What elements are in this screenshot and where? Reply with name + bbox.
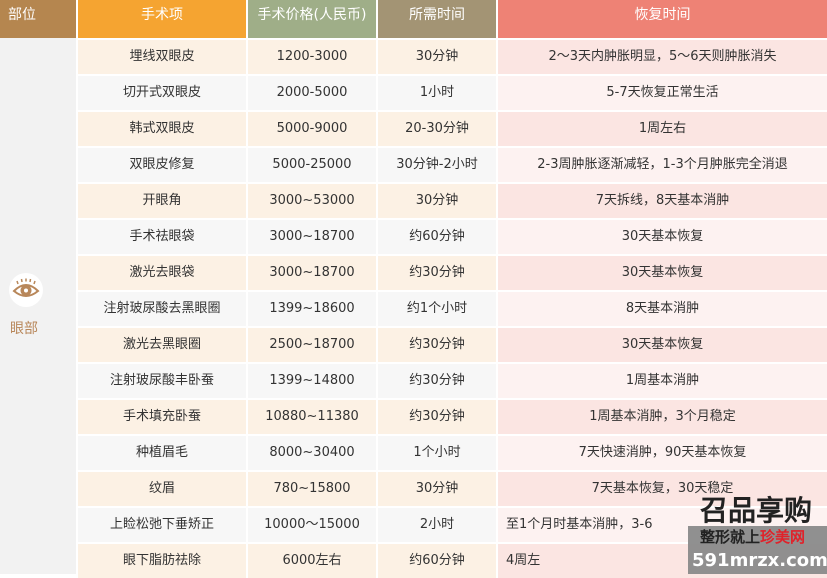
table-row: 埋线双眼皮 1200-3000 30分钟 2～3天内肿胀明显，5～6天则肿胀消失 xyxy=(78,38,827,74)
cell-duration: 30分钟 xyxy=(378,184,496,218)
cell-recovery: 30天基本恢复 xyxy=(498,256,827,290)
table-row: 手术祛眼袋 3000~18700 约60分钟 30天基本恢复 xyxy=(78,218,827,254)
cell-duration: 30分钟 xyxy=(378,472,496,506)
cell-duration: 2小时 xyxy=(378,508,496,542)
category-label: 眼部 xyxy=(10,321,38,337)
table-row: 上睑松弛下垂矫正 10000～15000 2小时 至1个月时基本消肿，3-6 xyxy=(78,506,827,542)
header-item: 手术项 xyxy=(78,0,246,38)
cell-price: 8000~30400 xyxy=(248,436,376,470)
table-row: 双眼皮修复 5000-25000 30分钟-2小时 2-3周肿胀逐渐减轻，1-3个月肿… xyxy=(78,146,827,182)
cell-duration: 1小时 xyxy=(378,76,496,110)
table-row: 手术填充卧蚕 10880~11380 约30分钟 1周基本消肿，3个月稳定 xyxy=(78,398,827,434)
header-part: 部位 xyxy=(0,0,76,38)
cell-recovery: 1周基本消肿，3个月稳定 xyxy=(498,400,827,434)
table-row: 激光去黑眼圈 2500~18700 约30分钟 30天基本恢复 xyxy=(78,326,827,362)
cell-price: 780~15800 xyxy=(248,472,376,506)
cell-recovery: 30天基本恢复 xyxy=(498,220,827,254)
watermark-slogan-text: 整形就上 xyxy=(700,528,761,546)
cell-recovery: 1周基本消肿 xyxy=(498,364,827,398)
watermark-brand: 珍美网 xyxy=(760,528,806,546)
cell-recovery: 2～3天内肿胀明显，5～6天则肿胀消失 xyxy=(498,40,827,74)
cell-price: 3000~53000 xyxy=(248,184,376,218)
table-row: 激光去眼袋 3000~18700 约30分钟 30天基本恢复 xyxy=(78,254,827,290)
table-row: 切开式双眼皮 2000-5000 1小时 5-7天恢复正常生活 xyxy=(78,74,827,110)
cell-price: 1399~18600 xyxy=(248,292,376,326)
header-price: 手术价格(人民币) xyxy=(248,0,376,38)
cell-item-name: 种植眉毛 xyxy=(78,436,246,470)
cell-item-name: 切开式双眼皮 xyxy=(78,76,246,110)
cell-price: 6000左右 xyxy=(248,544,376,578)
cell-duration: 约1个小时 xyxy=(378,292,496,326)
cell-price: 5000-9000 xyxy=(248,112,376,146)
cell-recovery: 7天拆线，8天基本消肿 xyxy=(498,184,827,218)
cell-item-name: 双眼皮修复 xyxy=(78,148,246,182)
cell-price: 2500~18700 xyxy=(248,328,376,362)
cell-item-name: 韩式双眼皮 xyxy=(78,112,246,146)
watermark-url: 591mrzx.com xyxy=(692,550,827,571)
cell-recovery: 5-7天恢复正常生活 xyxy=(498,76,827,110)
cell-price: 10000～15000 xyxy=(248,508,376,542)
table-header: 部位 手术项 手术价格(人民币) 所需时间 恢复时间 xyxy=(0,0,827,38)
cell-item-name: 手术祛眼袋 xyxy=(78,220,246,254)
cell-price: 2000-5000 xyxy=(248,76,376,110)
cell-item-name: 手术填充卧蚕 xyxy=(78,400,246,434)
cell-recovery: 30天基本恢复 xyxy=(498,328,827,362)
cell-price: 1399~14800 xyxy=(248,364,376,398)
table-row: 注射玻尿酸丰卧蚕 1399~14800 约30分钟 1周基本消肿 xyxy=(78,362,827,398)
cell-item-name: 埋线双眼皮 xyxy=(78,40,246,74)
cell-item-name: 激光去黑眼圈 xyxy=(78,328,246,362)
cell-duration: 约30分钟 xyxy=(378,364,496,398)
cell-duration: 约30分钟 xyxy=(378,400,496,434)
cell-duration: 30分钟-2小时 xyxy=(378,148,496,182)
cell-duration: 约60分钟 xyxy=(378,220,496,254)
header-duration: 所需时间 xyxy=(378,0,496,38)
eye-icon xyxy=(9,273,43,307)
cell-recovery: 2-3周肿胀逐渐减轻，1-3个月肿胀完全消退 xyxy=(498,148,827,182)
cell-recovery: 7天基本恢复，30天稳定 xyxy=(498,472,827,506)
table-row: 纹眉 780~15800 30分钟 7天基本恢复，30天稳定 xyxy=(78,470,827,506)
cell-price: 1200-3000 xyxy=(248,40,376,74)
cell-item-name: 纹眉 xyxy=(78,472,246,506)
cell-price: 3000~18700 xyxy=(248,220,376,254)
cell-recovery: 1周左右 xyxy=(498,112,827,146)
cell-recovery: 8天基本消肿 xyxy=(498,292,827,326)
watermark-logo: 召品享购 xyxy=(700,494,813,527)
cell-duration: 30分钟 xyxy=(378,40,496,74)
table-row: 种植眉毛 8000~30400 1个小时 7天快速消肿，90天基本恢复 xyxy=(78,434,827,470)
watermark-bg xyxy=(688,526,827,574)
cell-item-name: 注射玻尿酸丰卧蚕 xyxy=(78,364,246,398)
cell-item-name: 开眼角 xyxy=(78,184,246,218)
cell-duration: 20-30分钟 xyxy=(378,112,496,146)
cell-item-name: 激光去眼袋 xyxy=(78,256,246,290)
category-cell: 眼部 xyxy=(0,38,76,574)
table-body: 埋线双眼皮 1200-3000 30分钟 2～3天内肿胀明显，5～6天则肿胀消失 切开式… xyxy=(78,38,827,578)
cell-item-name: 上睑松弛下垂矫正 xyxy=(78,508,246,542)
table-row: 韩式双眼皮 5000-9000 20-30分钟 1周左右 xyxy=(78,110,827,146)
cell-price: 3000~18700 xyxy=(248,256,376,290)
cell-item-name: 眼下脂肪祛除 xyxy=(78,544,246,578)
cell-duration: 约30分钟 xyxy=(378,328,496,362)
cell-recovery: 7天快速消肿，90天基本恢复 xyxy=(498,436,827,470)
header-recovery: 恢复时间 xyxy=(498,0,827,38)
watermark-slogan: 整形就上珍美网 xyxy=(700,528,805,547)
cell-price: 10880~11380 xyxy=(248,400,376,434)
table-row: 开眼角 3000~53000 30分钟 7天拆线，8天基本消肿 xyxy=(78,182,827,218)
cell-item-name: 注射玻尿酸去黑眼圈 xyxy=(78,292,246,326)
cell-duration: 约60分钟 xyxy=(378,544,496,578)
cell-price: 5000-25000 xyxy=(248,148,376,182)
table-row: 注射玻尿酸去黑眼圈 1399~18600 约1个小时 8天基本消肿 xyxy=(78,290,827,326)
cell-duration: 约30分钟 xyxy=(378,256,496,290)
cell-duration: 1个小时 xyxy=(378,436,496,470)
